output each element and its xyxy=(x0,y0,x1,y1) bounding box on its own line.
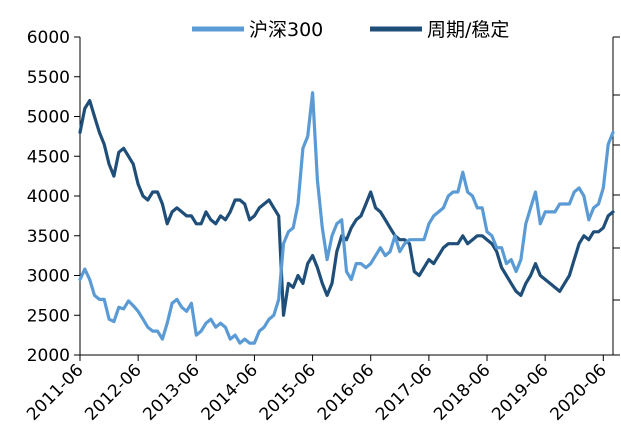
y-tick-label: 5500 xyxy=(27,68,70,88)
series-line-1 xyxy=(78,99,615,317)
x-tick-label: 2016-06 xyxy=(314,360,378,424)
x-tick-label: 2017-06 xyxy=(372,360,436,424)
legend-label-hs300: 沪深300 xyxy=(249,19,323,41)
y-tick-label: 3500 xyxy=(27,227,70,247)
series-line-0 xyxy=(78,91,615,345)
x-tick-label: 2019-06 xyxy=(488,360,552,424)
legend: 沪深300 周期/稳定 xyxy=(192,19,509,41)
y-tick-label: 3000 xyxy=(27,267,70,287)
x-tick-label: 2018-06 xyxy=(430,360,494,424)
y-tick-label: 4000 xyxy=(27,187,70,207)
plot-area xyxy=(78,91,615,345)
x-tick-label: 2015-06 xyxy=(256,360,320,424)
x-tick-label: 2013-06 xyxy=(139,360,203,424)
x-tick-label: 2020-06 xyxy=(546,360,610,424)
y-tick-label: 2000 xyxy=(27,346,70,366)
y-tick-label: 5000 xyxy=(27,108,70,128)
x-tick-label: 2012-06 xyxy=(81,360,145,424)
x-tick-label: 2014-06 xyxy=(198,360,262,424)
legend-label-cyclical-stable: 周期/稳定 xyxy=(427,19,509,41)
y-tick-label: 2500 xyxy=(27,306,70,326)
y-tick-label: 6000 xyxy=(27,28,70,48)
x-tick-label: 2011-06 xyxy=(23,360,87,424)
y-tick-label: 4500 xyxy=(27,147,70,167)
